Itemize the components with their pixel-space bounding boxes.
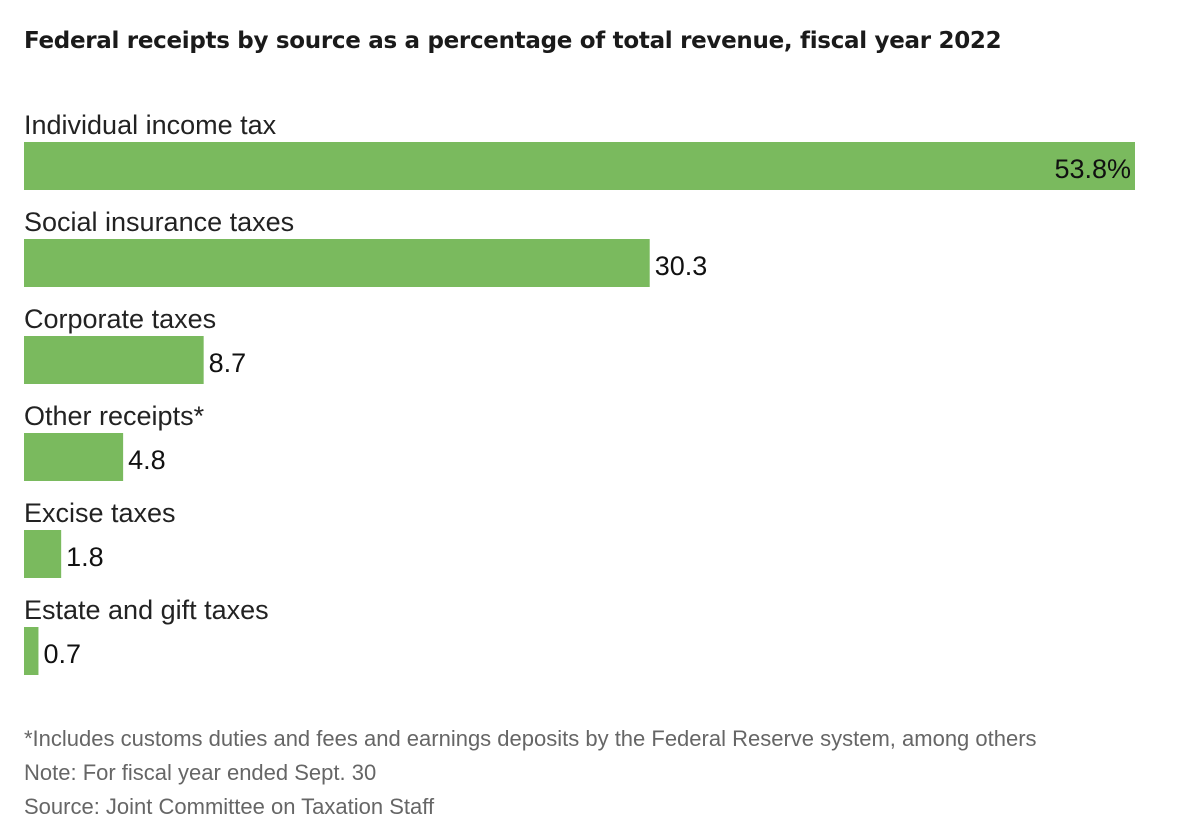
bar [24,433,124,481]
footnote: *Includes customs duties and fees and ea… [24,726,1037,751]
source-note: Source: Joint Committee on Taxation Staf… [24,794,435,819]
chart-notes: *Includes customs duties and fees and ea… [24,722,1037,824]
value-label: 0.7 [43,639,81,669]
value-label: 1.8 [66,542,104,572]
value-label: 53.8% [1054,154,1131,184]
category-label: Corporate taxes [24,304,216,334]
category-label: Estate and gift taxes [24,595,269,625]
chart-title: Federal receipts by source as a percenta… [24,28,1002,54]
bar [24,336,204,384]
bar [24,239,650,287]
category-label: Individual income tax [24,110,277,140]
bar-chart: Individual income tax 53.8% Social insuran… [24,110,1135,675]
value-label: 4.8 [128,445,166,475]
bar [24,530,62,578]
category-label: Social insurance taxes [24,207,294,237]
value-label: 8.7 [209,348,247,378]
bar [24,627,39,675]
value-label: 30.3 [655,251,708,281]
note: Note: For fiscal year ended Sept. 30 [24,760,377,785]
category-label: Other receipts* [24,401,205,431]
bar [24,142,1135,190]
category-label: Excise taxes [24,498,176,528]
